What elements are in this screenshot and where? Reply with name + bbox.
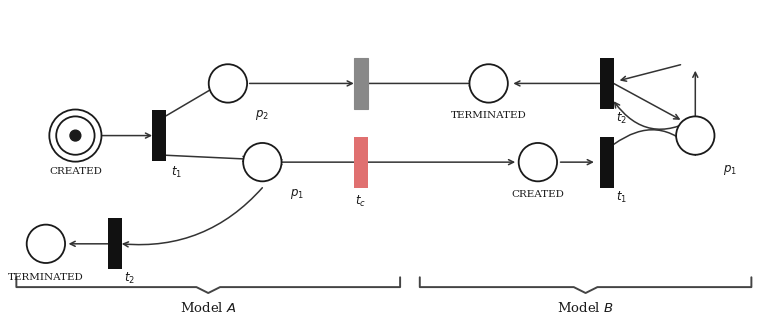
Text: $p_1$: $p_1$ <box>723 163 737 177</box>
Circle shape <box>676 117 715 155</box>
Circle shape <box>519 143 557 181</box>
Text: TERMINATED: TERMINATED <box>8 273 84 282</box>
Bar <box>600 136 614 188</box>
Bar <box>152 110 166 161</box>
Text: $t_2$: $t_2$ <box>124 271 135 286</box>
Circle shape <box>243 143 282 181</box>
Text: $t_1$: $t_1$ <box>616 190 627 205</box>
Text: $p_2$: $p_2$ <box>255 108 269 122</box>
Circle shape <box>469 64 508 103</box>
Bar <box>108 218 122 269</box>
Text: CREATED: CREATED <box>512 190 564 199</box>
Text: Model $B$: Model $B$ <box>557 301 614 315</box>
Text: $t_c$: $t_c$ <box>355 194 366 209</box>
Text: TERMINATED: TERMINATED <box>450 111 527 120</box>
Bar <box>600 58 614 109</box>
Text: $t_2$: $t_2$ <box>616 111 627 126</box>
Circle shape <box>209 64 247 103</box>
Circle shape <box>70 130 81 141</box>
Bar <box>354 136 368 188</box>
Circle shape <box>49 109 101 162</box>
Text: $t_1$: $t_1$ <box>171 165 182 180</box>
Text: CREATED: CREATED <box>49 167 102 176</box>
Text: Model $A$: Model $A$ <box>180 301 236 315</box>
Bar <box>354 58 368 109</box>
Circle shape <box>56 117 95 155</box>
Text: $p_1$: $p_1$ <box>290 187 304 201</box>
Circle shape <box>26 225 65 263</box>
